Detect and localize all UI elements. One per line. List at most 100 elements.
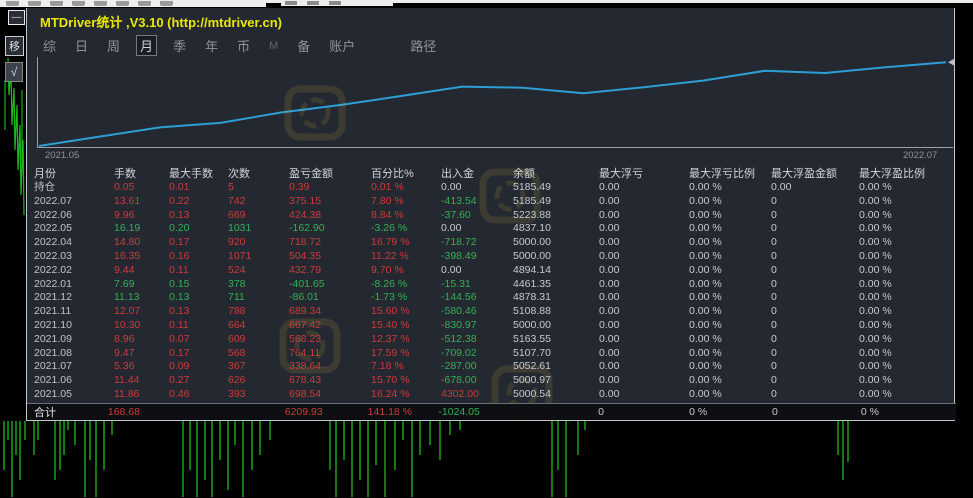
table-cell: 9.44	[114, 263, 135, 276]
table-cell: 5000.97	[513, 374, 551, 387]
minimize-button[interactable]: —	[8, 10, 25, 25]
tab-币[interactable]: 币	[237, 39, 251, 54]
table-cell: 0.00 %	[859, 332, 892, 345]
table-cell: 367	[228, 360, 246, 373]
table-cell: 5.36	[114, 360, 135, 373]
table-cell: 15.60 %	[371, 305, 410, 318]
table-cell: 393	[228, 387, 246, 400]
table-cell: -144.56	[441, 291, 477, 304]
table-cell: 0.39	[289, 181, 310, 193]
table-cell: 0.00	[599, 305, 620, 318]
table-cell: 378	[228, 277, 246, 290]
table-cell: -709.02	[441, 346, 477, 359]
tab-年[interactable]: 年	[205, 39, 219, 54]
tab-周[interactable]: 周	[107, 39, 121, 54]
table-cell: 17.59 %	[371, 346, 410, 359]
table-cell: -287.00	[441, 360, 477, 373]
table-cell: 0	[771, 277, 777, 290]
table-cell: 609	[228, 332, 246, 345]
table-cell: -8.26 %	[371, 277, 408, 290]
total-cell: -1024.05	[438, 406, 480, 418]
table-cell: 0.00	[599, 222, 620, 235]
table-cell: 0.00 %	[859, 236, 892, 249]
tab-综[interactable]: 综	[43, 39, 57, 54]
total-cell: 0 %	[689, 406, 708, 418]
table-cell: 0	[771, 305, 777, 318]
tab-月[interactable]: 月	[136, 35, 158, 56]
table-cell: 920	[228, 236, 246, 249]
table-cell: 0	[771, 208, 777, 221]
total-cell: 168.68	[107, 406, 140, 418]
tab-日[interactable]: 日	[75, 39, 89, 54]
table-cell: 0.00 %	[689, 236, 722, 249]
tab-备[interactable]: 备	[297, 39, 311, 54]
tab-path[interactable]: 路径	[410, 39, 437, 54]
move-button[interactable]: 移	[5, 36, 24, 56]
table-row: 2021.09 8.96 0.07 609 568.23 12.37 % -512.38 51…	[34, 333, 953, 347]
table-cell: -413.54	[441, 194, 477, 207]
apply-check-button[interactable]: √	[5, 62, 23, 82]
table-cell: 0.00	[599, 194, 620, 207]
table-cell: 0.00 %	[859, 222, 892, 235]
tab-账户[interactable]: 账户	[329, 39, 356, 54]
table-cell: 7.18 %	[371, 360, 404, 373]
table-cell: 2022.03	[34, 249, 72, 262]
tab-bar: 综 日 周月季 年 币 M 备 账户 路径	[40, 35, 439, 56]
table-cell: 8.84 %	[371, 208, 404, 221]
table-cell: 5052.61	[513, 360, 551, 373]
table-cell: -678.00	[441, 374, 477, 387]
table-cell: 0.27	[169, 374, 190, 387]
table-cell: 5000.00	[513, 249, 551, 262]
table-cell: 2021.05	[34, 387, 72, 400]
table-cell: 0.00	[599, 277, 620, 290]
table-cell: 9.96	[114, 208, 135, 221]
table-cell: 2021.09	[34, 332, 72, 345]
table-cell: 0.00 %	[859, 387, 892, 400]
table-cell: 9.47	[114, 346, 135, 359]
table-cell: 5	[228, 181, 234, 193]
table-cell: 1071	[228, 249, 252, 262]
table-cell: 0.00 %	[859, 346, 892, 359]
table-cell: 0.00 %	[859, 249, 892, 262]
table-cell: 4302.00	[441, 387, 479, 400]
column-header: 月份	[34, 168, 56, 180]
table-cell: 711	[228, 291, 245, 304]
table-cell: 669	[228, 208, 246, 221]
table-cell: 11.86	[114, 387, 140, 400]
tab-M[interactable]: M	[269, 39, 279, 52]
table-cell: 0.22	[169, 194, 190, 207]
table-cell: 718.72	[289, 236, 322, 249]
tab-季[interactable]: 季	[173, 39, 187, 54]
table-cell: 0.05	[114, 181, 135, 193]
table-row: 2021.07 5.36 0.09 367 338.64 7.18 % -287.00 505…	[34, 360, 953, 374]
table-cell: 4461.35	[513, 277, 551, 290]
clipped-toolbar-icons	[0, 0, 266, 7]
table-cell: 持仓	[34, 181, 55, 193]
table-cell: 568	[228, 346, 246, 359]
table-cell: 698.54	[289, 387, 322, 400]
table-cell: 0.00 %	[689, 387, 722, 400]
table-cell: 0.00	[599, 208, 620, 221]
table-cell: -162.90	[289, 222, 325, 235]
table-cell: 0.00 %	[689, 318, 722, 331]
column-header: 手数	[114, 168, 136, 180]
table-cell: 0	[771, 222, 777, 235]
table-cell: 0.20	[169, 222, 190, 235]
table-cell: 504.35	[289, 249, 322, 262]
table-cell: 14.80	[114, 236, 141, 249]
table-cell: 0.13	[169, 305, 190, 318]
table-cell: 5000.00	[513, 236, 551, 249]
table-cell: 524	[228, 263, 246, 276]
table-cell: 0.00 %	[689, 263, 722, 276]
table-cell: 432.79	[289, 263, 322, 276]
table-cell: -37.60	[441, 208, 471, 221]
table-cell: 0.00 %	[859, 263, 892, 276]
table-cell: 0.00 %	[689, 249, 722, 262]
table-cell: -15.31	[441, 277, 471, 290]
table-cell: 568.23	[289, 332, 322, 345]
table-cell: 0.00 %	[859, 181, 892, 193]
table-cell: 0.01 %	[371, 181, 404, 193]
table-cell: 10.30	[114, 318, 141, 331]
monthly-stats-table: 月份 手数 最大手数 次数 盈亏金额 百分比% 出入金 余额 最大浮亏 最大浮亏比例 最大浮盈金额 最…	[34, 165, 953, 402]
table-cell: 15.70 %	[371, 374, 410, 387]
